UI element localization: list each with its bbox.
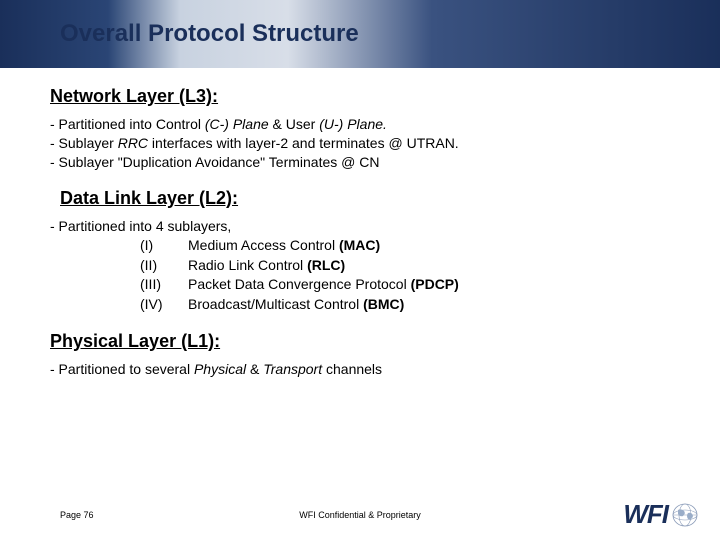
- slide-title: Overall Protocol Structure: [60, 20, 359, 48]
- l2-item-3: (III)Packet Data Convergence Protocol (P…: [50, 275, 670, 295]
- l1-heading: Physical Layer (L1):: [50, 331, 670, 352]
- l3-heading: Network Layer (L3):: [50, 86, 670, 107]
- l2-item-1: (I)Medium Access Control (MAC): [50, 236, 670, 256]
- l3-line-1: - Partitioned into Control (C-) Plane & …: [50, 115, 670, 134]
- globe-icon: [670, 501, 700, 529]
- content-area: Network Layer (L3): - Partitioned into C…: [0, 68, 720, 379]
- l3-line-2: - Sublayer RRC interfaces with layer-2 a…: [50, 134, 670, 153]
- header-band: Overall Protocol Structure: [0, 0, 720, 68]
- l2-item-2: (II)Radio Link Control (RLC): [50, 256, 670, 276]
- l2-heading: Data Link Layer (L2):: [60, 188, 670, 209]
- l3-line-3: - Sublayer "Duplication Avoidance" Termi…: [50, 153, 670, 172]
- l2-item-4: (IV)Broadcast/Multicast Control (BMC): [50, 295, 670, 315]
- logo-text: WFI: [623, 499, 668, 530]
- page-number: Page 76: [60, 510, 94, 520]
- footer: Page 76 WFI Confidential & Proprietary W…: [0, 499, 720, 530]
- l2-body: - Partitioned into 4 sublayers, (I)Mediu…: [50, 217, 670, 315]
- wfi-logo: WFI: [623, 499, 700, 530]
- l1-body: - Partitioned to several Physical & Tran…: [50, 360, 670, 379]
- l3-body: - Partitioned into Control (C-) Plane & …: [50, 115, 670, 172]
- l2-intro: - Partitioned into 4 sublayers,: [50, 217, 670, 237]
- confidential-label: WFI Confidential & Proprietary: [299, 510, 421, 520]
